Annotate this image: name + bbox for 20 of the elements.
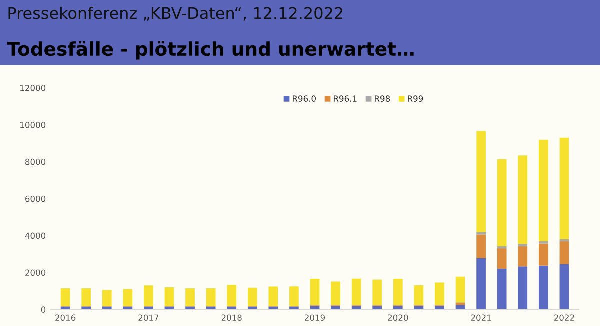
- x-tick-label: 2019: [305, 314, 326, 322]
- y-tick-label: 4000: [25, 232, 46, 240]
- x-tick-label: 2020: [388, 314, 408, 322]
- y-tick-label: 0: [41, 306, 46, 313]
- y-tick-label: 6000: [26, 196, 46, 202]
- y-tick-label: 12000: [20, 85, 46, 92]
- x-tick-label: 2022: [554, 314, 574, 322]
- y-tick-label: 2000: [26, 270, 46, 276]
- chart-subtitle: Todesfälle - plötzlich und unerwartet…: [7, 41, 414, 60]
- y-tick-label: 10000: [20, 122, 46, 128]
- x-tick-label: 2021: [471, 314, 492, 322]
- legend-label: R99: [408, 96, 424, 102]
- x-tick-label: 2017: [138, 314, 159, 322]
- legend-label: R96.0: [293, 96, 316, 102]
- x-tick-label: 2018: [222, 314, 242, 322]
- y-tick-label: 8000: [25, 158, 46, 166]
- legend-label: R98: [375, 96, 390, 102]
- chart-title: Pressekonferenz „KBV-Daten“, 12.12.2022: [8, 6, 342, 21]
- legend-label: R96.1: [334, 96, 357, 102]
- x-tick-label: 2016: [56, 314, 76, 322]
